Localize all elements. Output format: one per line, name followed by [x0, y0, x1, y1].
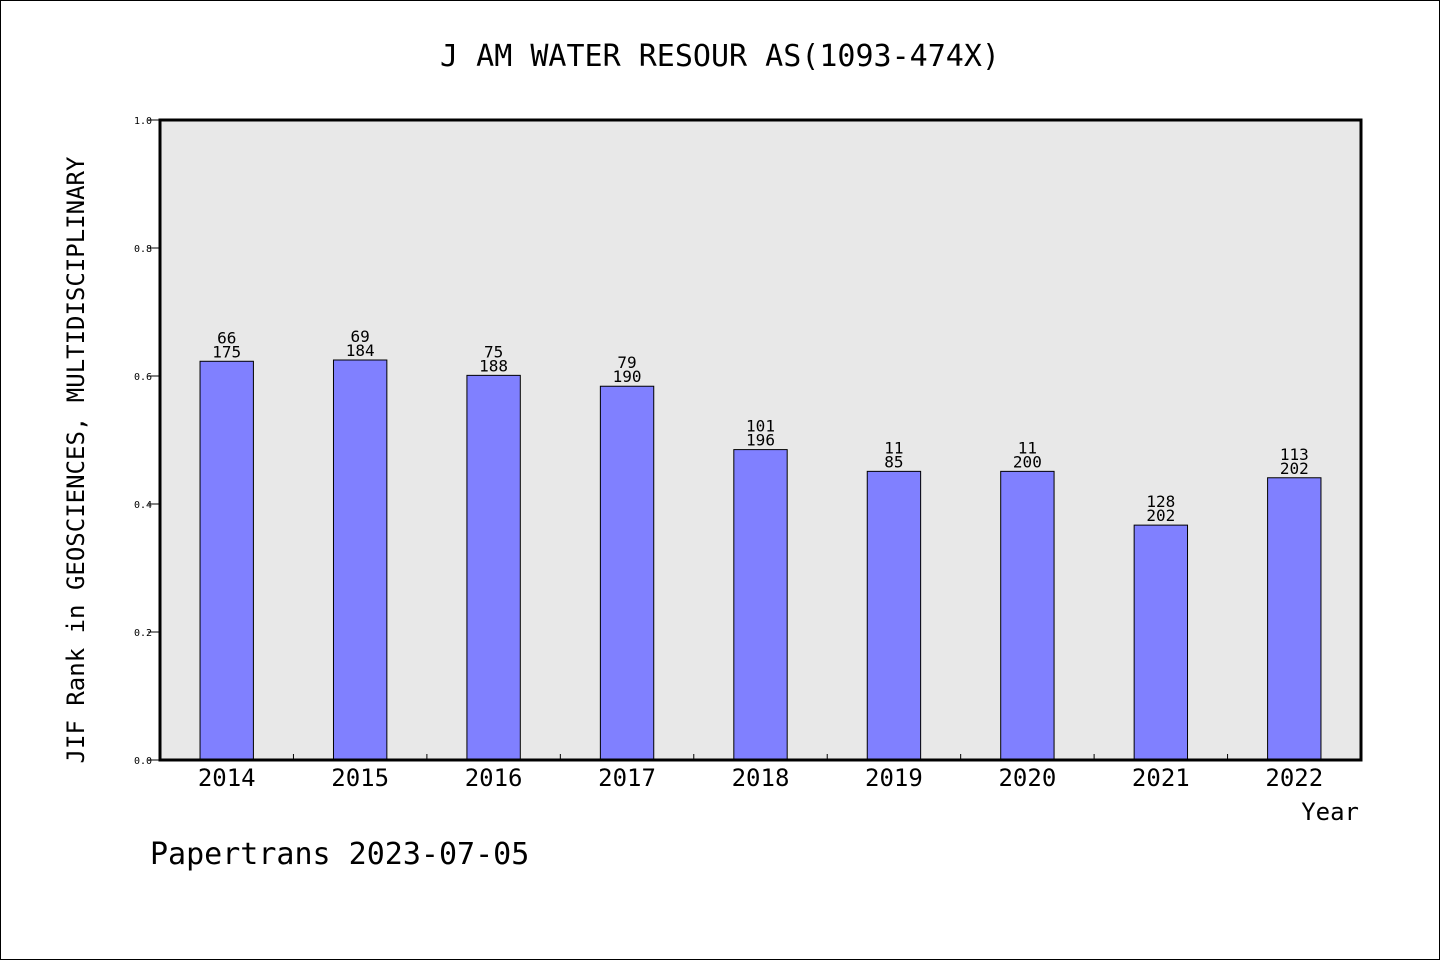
rank-label: 69: [351, 327, 370, 346]
bar-2018: [733, 449, 788, 761]
x-tick-label: 2018: [732, 764, 790, 792]
total-label: 175: [212, 342, 241, 361]
bar-2016: [466, 374, 521, 761]
y-tick-label: 0.4: [134, 500, 152, 511]
x-axis-ticks: 2014 2015 2016 2017 2018 2019 2020 2021 2022: [198, 754, 1323, 792]
bar-2015: [332, 359, 388, 761]
y-tick-label: 0.0: [134, 756, 152, 767]
y-tick-label: 0.6: [134, 372, 152, 383]
rank-label: 75: [484, 342, 503, 361]
total-label: 85: [884, 452, 903, 471]
y-tick-label: 0.2: [134, 628, 152, 639]
x-tick-label: 2021: [1132, 764, 1190, 792]
total-label: 184: [346, 341, 375, 360]
total-label: 200: [1013, 452, 1042, 471]
plot-border: [158, 118, 1363, 762]
rank-label: 11: [884, 438, 903, 457]
footer-text: Papertrans 2023-07-05: [150, 837, 529, 872]
rank-label: 79: [617, 353, 636, 372]
chart-title: J AM WATER RESOUR AS(1093-474X): [440, 39, 1000, 74]
rank-label: 113: [1280, 445, 1309, 464]
total-label: 196: [746, 431, 775, 450]
x-tick-label: 2016: [465, 764, 523, 792]
y-tick-label: 0.8: [134, 244, 152, 255]
x-tick-label: 2014: [198, 764, 256, 792]
bar-2017: [599, 385, 655, 761]
bars: [199, 359, 1322, 761]
x-tick-label: 2020: [998, 764, 1056, 792]
x-tick-label: 2015: [331, 764, 389, 792]
y-axis-label: JIF Rank in GEOSCIENCES, MULTIDISCIPLINA…: [62, 156, 90, 763]
rank-label: 66: [217, 328, 236, 347]
rank-label: 11: [1018, 438, 1037, 457]
total-label: 202: [1280, 459, 1309, 478]
total-label: 202: [1146, 506, 1175, 525]
y-tick-label: 1.0: [134, 116, 152, 127]
rank-label: 128: [1146, 492, 1175, 511]
total-label: 188: [479, 356, 508, 375]
bar-2021: [1133, 524, 1189, 761]
x-tick-label: 2019: [865, 764, 923, 792]
x-axis-label: Year: [1301, 798, 1359, 826]
x-tick-label: 2022: [1265, 764, 1323, 792]
bar-2019: [866, 470, 922, 761]
y-axis-ticks: 0.0 0.2 0.4 0.6 0.8 1.0: [134, 116, 160, 767]
bar-2020: [1000, 470, 1055, 761]
total-label: 190: [613, 367, 642, 386]
bar-2022: [1267, 477, 1322, 761]
rank-label: 101: [746, 417, 775, 436]
x-tick-label: 2017: [598, 764, 656, 792]
bar-2014: [199, 360, 254, 761]
